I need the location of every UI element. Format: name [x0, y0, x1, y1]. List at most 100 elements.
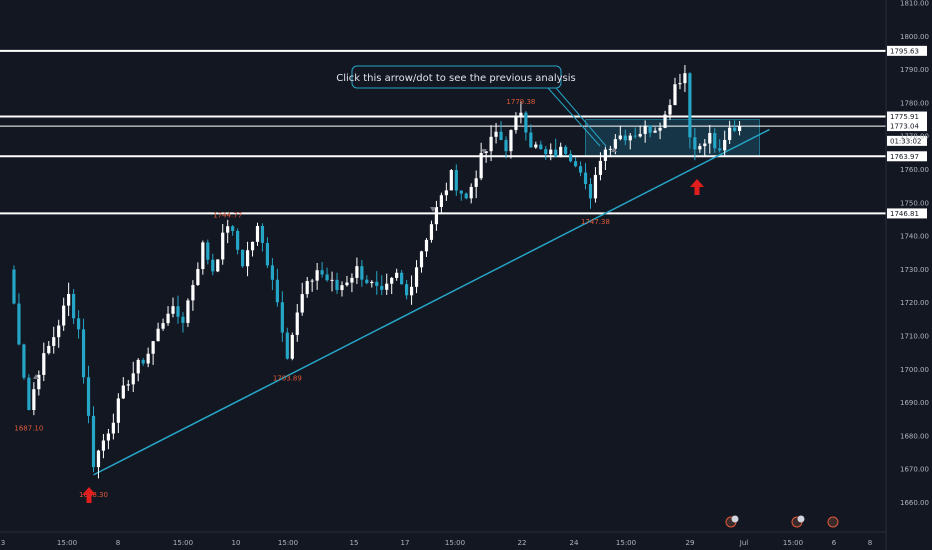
candle-body: [260, 225, 265, 243]
price-tick-label: 1710.00: [900, 333, 929, 341]
candle-body: [494, 131, 498, 137]
candle-body: [459, 190, 463, 194]
candle-body: [544, 149, 548, 155]
candle-body: [191, 284, 195, 301]
time-tick-label: 6: [832, 539, 837, 547]
level-label: 1773.04: [890, 123, 919, 131]
candle-body: [280, 302, 284, 333]
candle-body: [444, 190, 448, 196]
time-tick-label: 8: [868, 539, 872, 547]
candle-body: [370, 281, 374, 284]
candle-body: [151, 341, 155, 354]
candle-body: [265, 242, 270, 266]
candle-body: [539, 144, 543, 150]
candle-body: [573, 161, 578, 167]
candle-body: [658, 127, 662, 131]
triangle-up-icon[interactable]: [611, 147, 617, 152]
candle-body: [728, 127, 732, 140]
candle-body: [588, 183, 593, 199]
candle-body: [593, 174, 598, 199]
candle-body: [91, 415, 96, 468]
candle-body: [335, 279, 339, 291]
candle-body: [27, 377, 31, 411]
candle-body: [290, 334, 294, 359]
candle-body: [245, 250, 250, 267]
level-label-box: [887, 121, 927, 132]
price-tick-label: 1680.00: [900, 432, 929, 440]
candle-body: [67, 293, 71, 306]
candle-body: [236, 230, 240, 250]
candle-body: [454, 170, 458, 191]
candle-body: [181, 316, 185, 323]
candle-body: [156, 328, 160, 342]
trendline[interactable]: [93, 128, 770, 476]
candle-body: [196, 269, 200, 285]
candle-body: [325, 274, 329, 281]
price-tick-label: 1810.00: [900, 0, 929, 8]
candle-body: [111, 422, 115, 434]
triangle-up-icon[interactable]: [33, 374, 39, 379]
candle-body: [603, 149, 607, 161]
candle-body: [355, 266, 359, 278]
markers: [33, 147, 704, 503]
candle-body: [514, 116, 518, 131]
candle-body: [255, 225, 260, 242]
economic-event-badge[interactable]: 2: [791, 515, 805, 528]
candle-body: [424, 239, 429, 252]
candle-body: [226, 226, 230, 233]
candle-body: [449, 170, 453, 191]
candle-body: [713, 133, 717, 149]
red-up-arrow-icon: [690, 179, 704, 195]
candle-body: [554, 149, 558, 157]
time-tick-label: 10: [232, 539, 241, 547]
candle-body: [737, 126, 742, 131]
candle-body: [315, 270, 319, 281]
candle-body: [17, 303, 21, 345]
candle-body: [176, 306, 180, 317]
economic-event-badge[interactable]: [827, 516, 839, 528]
candle-body: [76, 318, 81, 330]
candle-body: [340, 285, 344, 291]
triangle-down-icon[interactable]: [481, 149, 487, 154]
candle-body: [121, 385, 125, 399]
candle-body: [86, 377, 91, 416]
annotation-callout[interactable]: Click this arrow/dot to see the previous…: [336, 65, 607, 147]
candle-body: [489, 136, 493, 152]
price-axis[interactable]: 1660.00 1670.00 1680.00 1690.00 1700.00 1710.…: [885, 0, 929, 550]
red-up-arrow-icon: [82, 487, 96, 503]
price-tick-label: 1690.00: [900, 399, 929, 407]
time-tick-label: 15:00: [278, 539, 298, 547]
candle-body: [380, 285, 384, 290]
candle-body: [678, 83, 682, 85]
candle-body: [608, 148, 612, 150]
economic-event-badge[interactable]: 1: [725, 515, 739, 528]
extreme-price-label: 1744.77: [213, 211, 242, 219]
horizontal-levels[interactable]: 1795.63 1775.91 1773.04 1763.97 1746.81 01:33…: [0, 45, 927, 219]
candle-body: [101, 440, 106, 451]
extreme-labels: 1687.10 1668.30 1744.77 1703.89 1779.38 1747.…: [14, 98, 610, 499]
candle-body: [708, 133, 712, 144]
triangle-down-icon[interactable]: [430, 207, 436, 212]
candle-body: [524, 112, 528, 133]
trendline-layer[interactable]: [93, 128, 770, 476]
candle-body: [285, 332, 289, 359]
candle-body: [400, 272, 404, 285]
candle-body: [216, 259, 220, 272]
time-tick-label: 15:00: [173, 539, 193, 547]
candle-body: [320, 270, 324, 275]
candle-body: [414, 267, 419, 287]
time-tick-label: 17: [401, 539, 410, 547]
candle-body: [136, 359, 140, 374]
time-tick-label: 15:00: [616, 539, 636, 547]
extreme-price-label: 1668.30: [79, 491, 108, 499]
candle-body: [22, 344, 26, 378]
candle-body: [718, 148, 722, 151]
time-axis[interactable]: 3 15:00 8 15:00 10 15:00 15 17 15:00 22 24 15:00 29 J…: [0, 531, 886, 547]
countdown-box: [887, 135, 927, 146]
time-tick-label: 29: [686, 539, 695, 547]
annotation-pointer-line: [547, 87, 601, 147]
level-label: 1763.97: [890, 153, 919, 161]
candle-body: [345, 282, 349, 286]
